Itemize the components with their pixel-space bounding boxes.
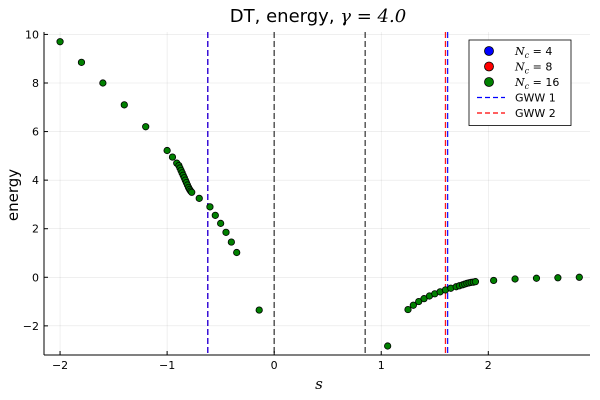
- point-s2-22: [206, 203, 214, 211]
- point-s2-26: [227, 238, 235, 246]
- x-tick-label-2: 0: [271, 359, 278, 372]
- point-s2-6: [168, 153, 177, 161]
- point-s2-31: [409, 301, 417, 309]
- point-s2-1: [77, 58, 86, 66]
- y-tick-label-2: 2: [32, 223, 39, 236]
- x-tick-label-0: −2: [52, 359, 68, 372]
- x-tick-label-3: 1: [378, 359, 385, 372]
- scatter-points: [56, 38, 583, 350]
- axes: [43, 32, 590, 356]
- point-s2-5: [163, 146, 171, 155]
- x-ticks: −2 −1 0 1 2: [52, 351, 492, 372]
- y-tick-label-3: 4: [32, 174, 39, 187]
- legend-label-0: Nc = 4: [514, 45, 552, 60]
- point-s2-51: [554, 274, 562, 282]
- point-s2-0: [56, 38, 64, 46]
- y-tick-label-6: 10: [25, 28, 39, 41]
- point-s2-47: [471, 278, 480, 286]
- point-s2-49: [511, 275, 519, 283]
- chart-title-math: γ = 4.0: [340, 6, 406, 27]
- legend-marker-2: [484, 77, 494, 87]
- point-s2-50: [532, 274, 541, 282]
- point-s2-25: [222, 228, 230, 236]
- legend-marker-0: [484, 46, 494, 56]
- point-s2-30: [404, 305, 412, 314]
- point-s2-27: [233, 248, 241, 257]
- point-s2-2: [99, 79, 107, 87]
- y-tick-label-1: 0: [32, 271, 39, 284]
- legend-marker-1: [484, 61, 494, 72]
- legend-label-1: Nc = 8: [514, 61, 552, 76]
- point-s2-48: [490, 276, 498, 285]
- y-tick-label-0: −2: [23, 320, 39, 333]
- point-s2-23: [211, 211, 219, 219]
- y-axis-label: energy: [4, 169, 22, 221]
- point-s2-52: [575, 273, 583, 281]
- point-s2-20: [188, 188, 196, 196]
- legend-label-3: GWW 1: [515, 92, 556, 105]
- point-s2-3: [120, 101, 128, 109]
- point-s2-24: [217, 219, 225, 227]
- point-s2-28: [255, 306, 263, 314]
- chart-title: DT, energy, γ = 4.0: [230, 6, 406, 27]
- point-s2-32: [415, 297, 423, 306]
- legend-label-4: GWW 2: [515, 107, 556, 120]
- x-tick-label-1: −1: [159, 359, 175, 372]
- y-ticks: −2 0 2 4 6 8 10: [23, 28, 48, 333]
- chart-title-prefix: DT, energy,: [230, 6, 340, 27]
- y-tick-label-4: 6: [32, 126, 39, 139]
- x-tick-label-4: 2: [485, 359, 492, 372]
- legend-label-2: Nc = 16: [514, 76, 559, 91]
- x-axis-label: s: [315, 375, 323, 393]
- y-tick-label-5: 8: [32, 77, 39, 90]
- point-s2-21: [195, 194, 203, 202]
- point-s2-4: [142, 123, 150, 131]
- point-s2-29: [384, 342, 392, 350]
